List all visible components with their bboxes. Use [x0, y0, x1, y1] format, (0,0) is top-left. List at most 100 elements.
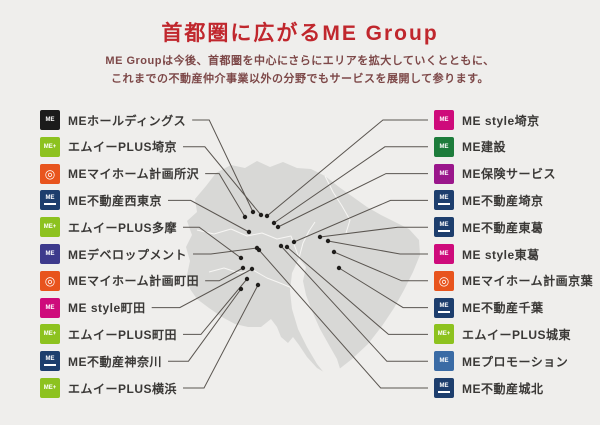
company-logo-icon: ME+	[40, 136, 60, 157]
map-dot	[284, 244, 290, 250]
map-dot	[275, 224, 281, 230]
tokyo-bay	[290, 258, 342, 379]
company-label: ME style東葛	[462, 247, 540, 262]
company-label: ME不動産神奈川	[68, 354, 163, 369]
connector-line	[205, 173, 246, 218]
map-dot	[255, 282, 261, 288]
company-row: ME ME style町田	[40, 297, 146, 318]
logo-bar	[438, 391, 450, 393]
company-label: エムイーPLUS横浜	[68, 381, 178, 396]
logo-glyph: ◎	[44, 273, 56, 288]
connector-line	[277, 173, 428, 228]
prefecture-border-northeast	[324, 175, 351, 234]
logo-glyph: ME	[439, 358, 449, 365]
map-dot	[325, 238, 331, 244]
connector-line	[151, 268, 253, 309]
company-row: ME+ エムイーPLUS多摩	[40, 217, 178, 238]
connector-line	[183, 278, 248, 335]
company-logo-icon: ME	[434, 297, 454, 318]
connector-line	[333, 251, 428, 282]
company-logo-icon: ME+	[434, 324, 454, 345]
company-label: ME不動産城北	[462, 381, 544, 396]
company-logo-icon: ME+	[40, 217, 60, 238]
map-dot	[256, 247, 262, 253]
company-row: ME ME style東葛	[434, 244, 540, 264]
company-logo-icon: ME	[434, 217, 454, 238]
logo-bar	[438, 230, 450, 233]
company-row: ME ME style埼京	[434, 110, 540, 130]
map-dot	[271, 220, 277, 226]
logo-bar	[44, 203, 56, 206]
company-label: MEデベロップメント	[68, 247, 188, 262]
connector-line	[168, 199, 250, 233]
company-label: ME不動産東葛	[462, 220, 544, 235]
company-row: ME MEホールディングス	[40, 110, 186, 130]
company-logo-icon: ◎	[40, 270, 60, 291]
connector-line	[338, 267, 428, 309]
logo-glyph: ME	[439, 170, 449, 177]
map-dot	[278, 243, 284, 249]
company-logo-icon: ME	[434, 136, 454, 157]
logo-bar	[438, 310, 450, 313]
connector-line	[193, 247, 258, 255]
company-logo-icon: ME	[434, 351, 454, 372]
map-dot	[246, 229, 252, 235]
company-row: ME ME不動産神奈川	[40, 351, 163, 372]
logo-glyph: ◎	[438, 273, 450, 288]
map-dot	[249, 266, 255, 272]
map-dot	[317, 234, 323, 240]
connector-line	[280, 245, 428, 362]
company-row: ME ME不動産東葛	[434, 217, 544, 238]
company-row: ME+ エムイーPLUS城東	[434, 324, 572, 345]
map-dot	[336, 265, 342, 271]
company-row: ME ME保険サービス	[434, 163, 557, 184]
connector-line	[258, 249, 428, 389]
prefecture-border-north	[196, 228, 300, 259]
map-dot	[264, 213, 270, 219]
company-logo-icon: ◎	[434, 270, 454, 291]
logo-bar	[44, 364, 56, 367]
company-row: ◎ MEマイホーム計画京葉	[434, 270, 593, 291]
logo-glyph: ME	[439, 195, 449, 202]
company-logo-icon: ME	[434, 110, 454, 130]
company-label: ME建設	[462, 140, 507, 155]
company-logo-icon: ME	[40, 110, 60, 130]
logo-glyph: ME	[439, 222, 449, 229]
company-row: ME ME不動産城北	[434, 378, 544, 398]
company-logo-icon: ME	[40, 297, 60, 318]
connector-line	[192, 119, 254, 213]
company-label: ME不動産千葉	[462, 301, 544, 316]
map-dot	[240, 265, 246, 271]
logo-glyph: ME+	[43, 143, 57, 150]
logo-glyph: ME	[45, 117, 55, 123]
company-row: ME MEプロモーション	[434, 351, 568, 372]
page-title: 首都圏に広がるME Group	[161, 22, 439, 45]
company-label: エムイーPLUS多摩	[68, 220, 178, 235]
company-label: ME不動産西東京	[68, 193, 163, 208]
company-label: エムイーPLUS城東	[462, 327, 572, 342]
company-label: ME保険サービス	[462, 167, 557, 182]
connector-line	[266, 119, 428, 217]
company-logo-icon: ME	[40, 351, 60, 372]
company-row: ME ME不動産西東京	[40, 190, 163, 211]
subtitle-line-2: これまでの不動産仲介事業以外の分野でもサービスを展開して参ります。	[110, 72, 490, 85]
company-label: MEホールディングス	[68, 113, 187, 128]
map-dot	[331, 249, 337, 255]
connector-line	[183, 146, 262, 216]
company-logo-icon: ME+	[40, 378, 60, 398]
company-row: ◎ MEマイホーム計画町田	[40, 270, 199, 291]
company-logo-icon: ME	[434, 378, 454, 398]
company-row: ME+ エムイーPLUS横浜	[40, 378, 177, 398]
company-label: ME不動産埼京	[462, 193, 544, 208]
company-logo-icon: ME	[434, 163, 454, 184]
map-dot	[244, 276, 250, 282]
map-dot	[250, 209, 256, 215]
map-dot	[238, 255, 244, 261]
company-logo-icon: ME	[40, 244, 60, 264]
map-dot	[238, 286, 244, 292]
company-row: ME+ エムイーPLUS埼京	[40, 136, 177, 157]
company-label: エムイーPLUS町田	[68, 327, 178, 342]
logo-glyph: ME	[45, 356, 55, 363]
